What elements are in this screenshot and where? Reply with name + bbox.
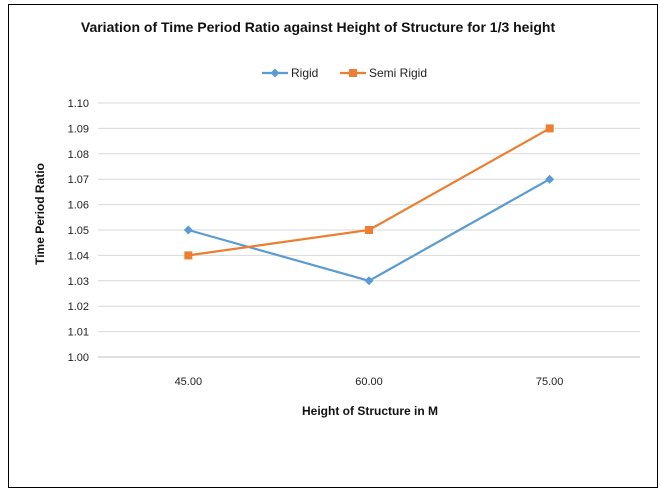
x-tick-label: 75.00 [536, 376, 564, 388]
y-tick-label: 1.07 [68, 174, 89, 186]
y-tick-label: 1.01 [68, 327, 89, 339]
data-point [364, 276, 374, 286]
y-tick-label: 1.04 [68, 250, 89, 262]
legend-marker [270, 68, 280, 78]
y-tick-label: 1.09 [68, 123, 89, 135]
series-semi-rigid [184, 124, 554, 260]
y-tick-label: 1.06 [68, 200, 89, 212]
y-tick-label: 1.03 [68, 276, 89, 288]
x-axis-title: Height of Structure in M [302, 404, 438, 418]
chart-frame [8, 4, 658, 488]
y-tick-label: 1.00 [68, 352, 89, 364]
chart-title: Variation of Time Period Ratio against H… [81, 19, 556, 35]
y-tick-label: 1.10 [68, 98, 89, 110]
data-point [184, 251, 193, 260]
y-tick-label: 1.05 [68, 225, 89, 237]
legend-marker [349, 69, 357, 77]
series-layer [183, 124, 555, 286]
series-line [188, 127, 551, 257]
x-tick-label: 60.00 [355, 376, 383, 388]
y-axis-ticks: 1.00 1.01 1.02 1.03 1.04 1.05 1.06 1.07 1.08 1.09… [68, 98, 89, 364]
y-tick-label: 1.02 [68, 301, 89, 313]
legend-label: Rigid [291, 66, 318, 80]
legend-label: Semi Rigid [369, 66, 427, 80]
data-point [183, 225, 193, 235]
data-point [545, 174, 555, 184]
x-axis-ticks: 45.00 60.00 75.00 [175, 376, 564, 388]
x-tick-label: 45.00 [175, 376, 203, 388]
y-axis-title: Time Period Ratio [33, 163, 47, 265]
data-point [365, 226, 373, 234]
legend: Rigid Semi Rigid [262, 66, 427, 80]
y-tick-label: 1.08 [68, 149, 89, 161]
data-point [545, 124, 554, 133]
